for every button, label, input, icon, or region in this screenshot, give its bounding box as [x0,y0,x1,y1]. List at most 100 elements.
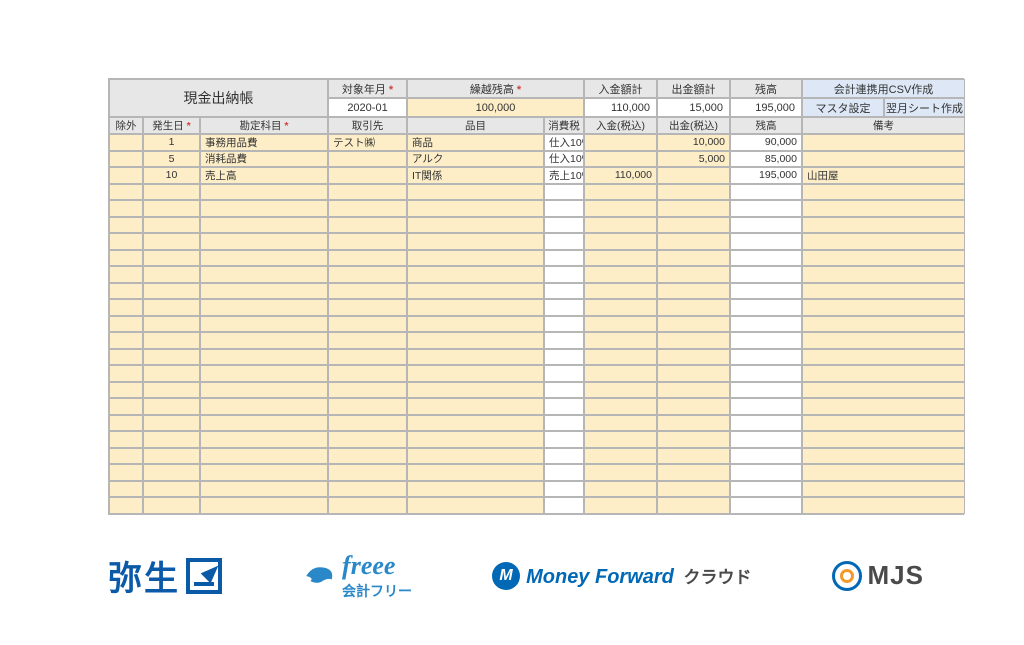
cell-partner[interactable] [328,332,407,349]
cell-date[interactable] [143,365,200,382]
cell-deposit[interactable] [584,431,657,448]
cell-date[interactable] [143,250,200,267]
cell-tax[interactable] [544,349,584,366]
cell-partner[interactable] [328,481,407,498]
cell-withdraw[interactable] [657,365,730,382]
cell-account[interactable] [200,448,328,465]
cell-account[interactable] [200,316,328,333]
cell-withdraw[interactable] [657,464,730,481]
carryover-input[interactable]: 100,000 [407,98,584,117]
cell-partner[interactable] [328,464,407,481]
cell-exclude[interactable] [109,349,143,366]
cell-date[interactable]: 1 [143,134,200,151]
cell-balance[interactable] [730,283,802,300]
table-row[interactable] [109,349,963,366]
cell-date[interactable] [143,349,200,366]
table-row[interactable]: 10売上高IT関係売上10%110,000195,000山田屋 [109,167,963,184]
cell-exclude[interactable] [109,448,143,465]
cell-exclude[interactable] [109,382,143,399]
cell-withdraw[interactable] [657,382,730,399]
table-row[interactable] [109,200,963,217]
cell-exclude[interactable] [109,184,143,201]
cell-tax[interactable]: 仕入10% [544,134,584,151]
table-row[interactable] [109,266,963,283]
cell-balance[interactable] [730,299,802,316]
cell-memo[interactable] [802,332,965,349]
cell-exclude[interactable] [109,365,143,382]
cell-item[interactable] [407,464,544,481]
cell-exclude[interactable] [109,151,143,168]
cell-account[interactable] [200,365,328,382]
cell-partner[interactable] [328,250,407,267]
cell-deposit[interactable] [584,464,657,481]
cell-withdraw[interactable] [657,233,730,250]
cell-deposit[interactable] [584,134,657,151]
cell-exclude[interactable] [109,415,143,432]
cell-memo[interactable] [802,382,965,399]
cell-exclude[interactable] [109,431,143,448]
cell-deposit[interactable] [584,266,657,283]
cell-tax[interactable] [544,398,584,415]
cell-item[interactable] [407,365,544,382]
cell-partner[interactable] [328,349,407,366]
cell-date[interactable] [143,283,200,300]
cell-account[interactable]: 売上高 [200,167,328,184]
cell-deposit[interactable] [584,415,657,432]
cell-deposit[interactable] [584,151,657,168]
cell-balance[interactable] [730,382,802,399]
cell-date[interactable] [143,200,200,217]
cell-partner[interactable] [328,233,407,250]
cell-memo[interactable] [802,497,965,514]
cell-item[interactable] [407,497,544,514]
cell-withdraw[interactable] [657,250,730,267]
cell-tax[interactable] [544,233,584,250]
cell-exclude[interactable] [109,332,143,349]
cell-withdraw[interactable] [657,167,730,184]
cell-withdraw[interactable] [657,316,730,333]
cell-exclude[interactable] [109,167,143,184]
cell-tax[interactable] [544,382,584,399]
cell-item[interactable] [407,415,544,432]
csv-export-button[interactable]: 会計連携用CSV作成 [802,79,965,98]
cell-partner[interactable] [328,151,407,168]
cell-tax[interactable] [544,415,584,432]
cell-withdraw[interactable] [657,283,730,300]
cell-deposit[interactable] [584,316,657,333]
cell-date[interactable] [143,233,200,250]
cell-account[interactable] [200,283,328,300]
cell-exclude[interactable] [109,497,143,514]
target-month-input[interactable]: 2020-01 [328,98,407,117]
table-row[interactable] [109,250,963,267]
cell-balance[interactable] [730,316,802,333]
cell-withdraw[interactable] [657,481,730,498]
cell-deposit[interactable] [584,250,657,267]
cell-date[interactable] [143,415,200,432]
cell-exclude[interactable] [109,217,143,234]
cell-deposit[interactable] [584,448,657,465]
cell-withdraw[interactable] [657,217,730,234]
table-row[interactable] [109,431,963,448]
cell-deposit[interactable] [584,332,657,349]
cell-partner[interactable] [328,217,407,234]
cell-memo[interactable] [802,217,965,234]
cell-partner[interactable] [328,266,407,283]
cell-partner[interactable] [328,448,407,465]
cell-tax[interactable] [544,332,584,349]
cell-date[interactable] [143,481,200,498]
cell-account[interactable]: 消耗品費 [200,151,328,168]
table-row[interactable] [109,382,963,399]
cell-account[interactable] [200,349,328,366]
cell-item[interactable] [407,448,544,465]
cell-date[interactable]: 10 [143,167,200,184]
cell-date[interactable] [143,431,200,448]
cell-memo[interactable] [802,431,965,448]
cell-withdraw[interactable]: 10,000 [657,134,730,151]
cell-withdraw[interactable] [657,200,730,217]
cell-deposit[interactable] [584,217,657,234]
cell-account[interactable] [200,464,328,481]
cell-deposit[interactable] [584,349,657,366]
cell-item[interactable] [407,299,544,316]
table-row[interactable] [109,299,963,316]
cell-item[interactable] [407,217,544,234]
cell-account[interactable] [200,415,328,432]
